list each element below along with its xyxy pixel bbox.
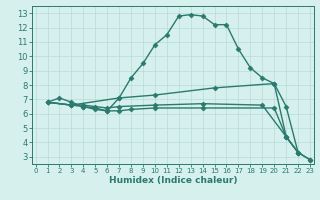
X-axis label: Humidex (Indice chaleur): Humidex (Indice chaleur)	[108, 176, 237, 185]
